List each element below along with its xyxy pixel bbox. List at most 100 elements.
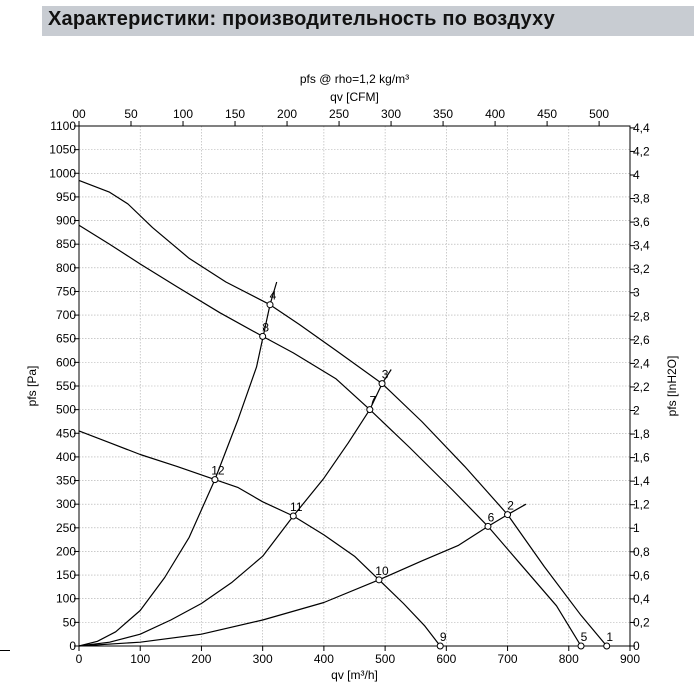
y2-tick-label: 0,6 — [633, 568, 650, 582]
operating-point-5 — [577, 642, 585, 650]
operating-point-3 — [378, 380, 386, 388]
operating-point-label-9: 9 — [440, 630, 447, 644]
y2-tick-label: 2 — [633, 403, 640, 417]
y2-tick-label: 3 — [633, 286, 640, 300]
x2-tick-label: 400 — [485, 107, 505, 121]
y-tick-label: 600 — [56, 355, 76, 369]
y-tick-label: 850 — [56, 237, 76, 251]
title-bar — [42, 6, 694, 36]
y-tick-label: 650 — [56, 332, 76, 346]
y-tick-label: 350 — [56, 474, 76, 488]
y-tick-label: 750 — [56, 284, 76, 298]
operating-point-label-12: 12 — [211, 464, 225, 478]
y-tick-label: 900 — [56, 214, 76, 228]
operating-point-10 — [375, 576, 383, 584]
operating-point-label-5: 5 — [581, 630, 588, 644]
x2-tick-label: 450 — [537, 107, 557, 121]
y-tick-label: 0 — [69, 639, 76, 653]
x2-tick-label: 500 — [589, 107, 609, 121]
y2-tick-label: 4,4 — [633, 121, 650, 135]
operating-point-label-6: 6 — [488, 510, 495, 524]
operating-point-label-2: 2 — [507, 499, 514, 513]
operating-point-label-1: 1 — [606, 630, 613, 644]
y2-tick-label: 1,8 — [633, 427, 650, 441]
operating-point-label-8: 8 — [262, 320, 269, 334]
y2-tick-label: 2,6 — [633, 333, 650, 347]
x-tick-label: 100 — [130, 652, 150, 666]
y-tick-label: 250 — [56, 521, 76, 535]
y-tick-label: 450 — [56, 426, 76, 440]
operating-point-11 — [289, 512, 297, 520]
top-axis-label: qv [CFM] — [330, 90, 379, 104]
curve-4 — [78, 281, 278, 647]
x2-tick-label: 150 — [225, 107, 245, 121]
y-tick-label: 500 — [56, 403, 76, 417]
y2-tick-label: 3,6 — [633, 215, 650, 229]
operating-point-label-11: 11 — [290, 500, 303, 514]
x2-tick-label: 300 — [381, 107, 401, 121]
operating-point-label-3: 3 — [382, 368, 389, 382]
operating-point-7 — [366, 406, 374, 414]
y2-tick-label: 0,2 — [633, 615, 650, 629]
x2-tick-label: 00 — [72, 107, 86, 121]
curve-3 — [78, 430, 441, 647]
y2-tick-label: 1,2 — [633, 498, 650, 512]
y2-tick-label: 4 — [633, 168, 640, 182]
y2-tick-label: 2,2 — [633, 380, 650, 394]
bottom-axis-label: qv [m³/h] — [331, 668, 378, 682]
operating-point-label-4: 4 — [270, 289, 277, 303]
chart-title: pfs @ rho=1,2 kg/m³ — [300, 72, 409, 86]
grid — [78, 125, 631, 647]
y-tick-label: 950 — [56, 190, 76, 204]
y-tick-label: 1000 — [49, 166, 76, 180]
x2-tick-label: 100 — [173, 107, 193, 121]
y2-tick-label: 3,4 — [633, 239, 650, 253]
curves — [78, 179, 608, 647]
margin-mark — [0, 650, 10, 651]
left-axis-label: pfs [Pa] — [25, 366, 39, 407]
y-tick-label: 50 — [63, 615, 77, 629]
y2-tick-label: 0,8 — [633, 545, 650, 559]
operating-point-label-7: 7 — [369, 394, 376, 408]
y-tick-label: 150 — [56, 568, 76, 582]
x2-tick-label: 50 — [124, 107, 138, 121]
operating-point-8 — [259, 332, 267, 340]
y-tick-label: 300 — [56, 497, 76, 511]
operating-point-2 — [504, 511, 512, 519]
y2-tick-label: 3,2 — [633, 262, 650, 276]
y-tick-label: 1100 — [50, 119, 76, 133]
right-axis-label: pfs [InH2O] — [665, 356, 679, 417]
y-tick-label: 700 — [56, 308, 76, 322]
y2-tick-label: 2,4 — [633, 356, 650, 370]
x-tick-label: 300 — [253, 652, 273, 666]
x-tick-label: 0 — [76, 652, 83, 666]
y-tick-label: 1050 — [49, 143, 76, 157]
y2-tick-label: 0,4 — [633, 592, 650, 606]
x2-tick-label: 350 — [433, 107, 453, 121]
y-tick-label: 550 — [56, 379, 76, 393]
curve-1 — [78, 179, 608, 647]
x-tick-label: 900 — [620, 652, 640, 666]
curve-2 — [78, 224, 582, 647]
x-tick-label: 200 — [191, 652, 211, 666]
x2-tick-label: 200 — [277, 107, 297, 121]
y-tick-label: 400 — [56, 450, 76, 464]
x2-tick-label: 250 — [329, 107, 349, 121]
y-tick-label: 100 — [56, 592, 76, 606]
operating-point-12 — [211, 476, 219, 484]
y-tick-label: 800 — [56, 261, 76, 275]
x-tick-label: 800 — [559, 652, 579, 666]
y2-tick-label: 1 — [633, 521, 640, 535]
y2-tick-label: 1,6 — [633, 451, 650, 465]
x-tick-label: 700 — [498, 652, 518, 666]
x-tick-label: 600 — [436, 652, 456, 666]
operating-point-1 — [603, 642, 611, 650]
operating-point-9 — [436, 642, 444, 650]
x-tick-label: 500 — [375, 652, 395, 666]
y2-tick-label: 4,2 — [633, 144, 650, 158]
operating-point-6 — [484, 522, 492, 530]
page-title: Характеристики: производительность по во… — [48, 8, 555, 30]
